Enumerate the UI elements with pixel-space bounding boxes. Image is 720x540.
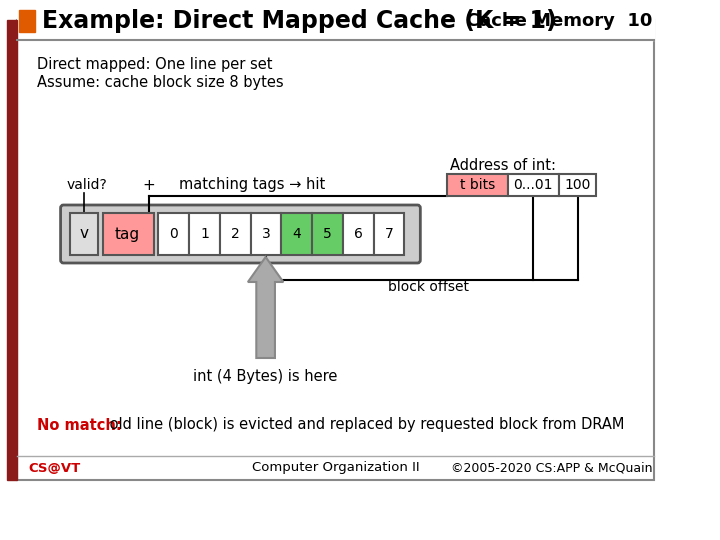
Text: 4: 4 (292, 227, 301, 241)
Bar (447, 174, 508, 196)
Bar (17, 0, 654, 40)
Bar (70, 213, 98, 255)
Text: Cache Memory  10: Cache Memory 10 (466, 12, 652, 30)
Text: matching tags → hit: matching tags → hit (179, 178, 325, 192)
Bar (19, 10, 35, 32)
Text: Assume: cache block size 8 bytes: Assume: cache block size 8 bytes (37, 75, 284, 90)
Text: No match:: No match: (37, 417, 122, 433)
Bar (7, 20, 17, 480)
Bar (312, 213, 343, 255)
Text: block offset: block offset (388, 280, 469, 294)
Text: 0...01: 0...01 (513, 178, 553, 192)
Text: 7: 7 (384, 227, 394, 241)
Text: 100: 100 (564, 178, 591, 192)
Text: 6: 6 (354, 227, 363, 241)
Bar (559, 174, 596, 196)
Text: tag: tag (115, 226, 140, 241)
Bar (251, 213, 282, 255)
Bar (102, 213, 154, 255)
Text: 2: 2 (231, 227, 240, 241)
Polygon shape (248, 257, 284, 358)
Bar (158, 213, 189, 255)
Text: t bits: t bits (459, 178, 495, 192)
Text: ©2005-2020 CS:APP & McQuain: ©2005-2020 CS:APP & McQuain (451, 462, 652, 475)
Bar (282, 213, 312, 255)
FancyBboxPatch shape (17, 20, 654, 480)
Text: 1: 1 (200, 227, 209, 241)
Bar (220, 213, 251, 255)
Text: Computer Organization II: Computer Organization II (252, 462, 419, 475)
Text: CS@VT: CS@VT (28, 462, 80, 475)
Text: 0: 0 (169, 227, 178, 241)
Text: v: v (79, 226, 89, 241)
Text: +: + (143, 178, 156, 192)
Text: 3: 3 (261, 227, 271, 241)
Text: old line (block) is evicted and replaced by requested block from DRAM: old line (block) is evicted and replaced… (105, 417, 625, 433)
Text: valid?: valid? (66, 178, 107, 192)
Bar (343, 213, 374, 255)
Bar (374, 213, 405, 255)
FancyBboxPatch shape (60, 205, 420, 263)
Text: 5: 5 (323, 227, 332, 241)
Text: Example: Direct Mapped Cache (K = 1): Example: Direct Mapped Cache (K = 1) (42, 9, 557, 33)
Bar (189, 213, 220, 255)
Bar (508, 174, 559, 196)
Text: Address of int:: Address of int: (450, 158, 557, 172)
Text: int (4 Bytes) is here: int (4 Bytes) is here (194, 369, 338, 384)
Text: Direct mapped: One line per set: Direct mapped: One line per set (37, 57, 273, 72)
